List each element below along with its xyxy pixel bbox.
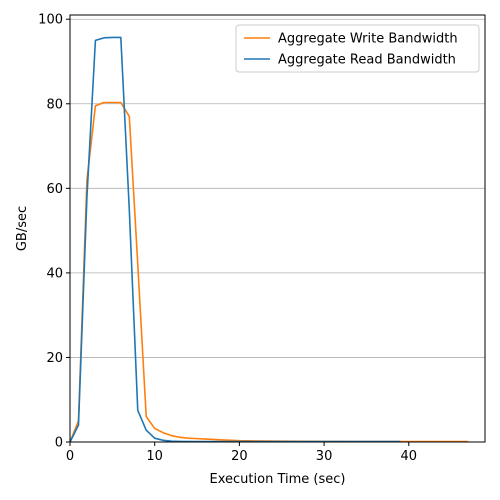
y-axis-label: GB/sec (15, 206, 30, 251)
x-tick-label: 20 (231, 449, 248, 464)
x-axis-label: Execution Time (sec) (210, 472, 346, 487)
legend-label: Aggregate Write Bandwidth (278, 32, 458, 47)
x-tick-label: 10 (146, 449, 163, 464)
y-tick-label: 20 (46, 351, 63, 366)
legend-label: Aggregate Read Bandwidth (278, 53, 456, 68)
x-tick-label: 30 (316, 449, 333, 464)
y-tick-label: 100 (38, 13, 63, 28)
y-tick-label: 40 (46, 266, 63, 281)
x-tick-label: 0 (66, 449, 74, 464)
y-tick-label: 0 (55, 436, 63, 451)
y-tick-label: 80 (46, 97, 63, 112)
y-tick-label: 60 (46, 182, 63, 197)
axes-frame (69, 14, 486, 443)
x-tick-label: 40 (401, 449, 418, 464)
legend: Aggregate Write Bandwidth Aggregate Read … (235, 24, 480, 73)
legend-box (235, 24, 480, 73)
